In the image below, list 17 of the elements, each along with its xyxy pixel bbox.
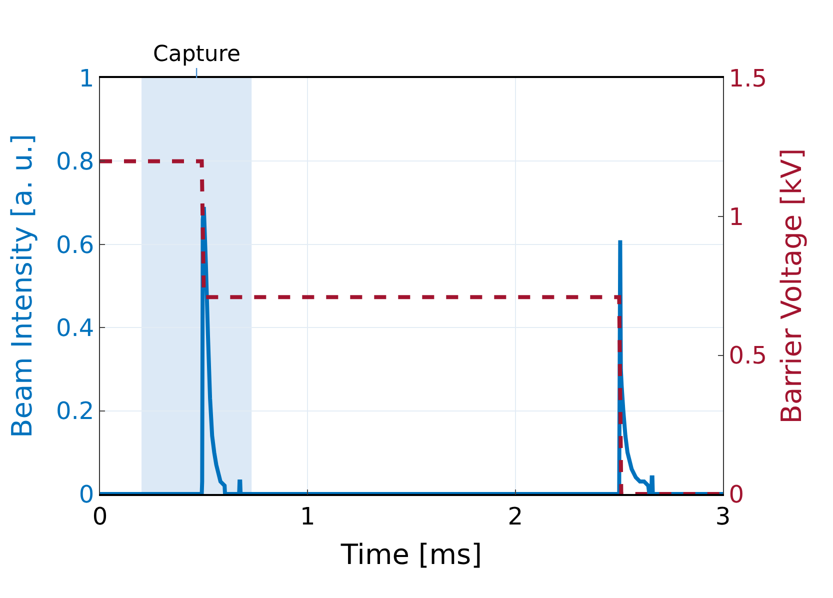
y2-tick-label: 1 (728, 203, 744, 232)
y2-tick-label: 1.5 (728, 64, 767, 92)
y-axis-title: Beam Intensity [a. u.] (6, 134, 39, 438)
x-tick-label: 3 (715, 502, 731, 531)
y-tick-label: 0.2 (56, 397, 94, 426)
x-tick-label: 2 (508, 502, 523, 531)
band-label: Capture (153, 42, 240, 67)
y-tick-label: 0.4 (56, 314, 94, 342)
y2-tick-label: 0.5 (728, 342, 767, 370)
x-axis-title: Time [ms] (340, 538, 482, 572)
x-tick-label: 1 (300, 502, 316, 531)
y-tick-label: 0 (78, 480, 94, 508)
y2-tick-label: 0 (728, 480, 744, 508)
y-tick-label: 1 (78, 64, 94, 92)
y2-axis-title: Barrier Voltage [kV] (775, 148, 808, 424)
y-tick-label: 0.6 (56, 230, 94, 259)
y-tick-label: 0.8 (56, 148, 94, 176)
